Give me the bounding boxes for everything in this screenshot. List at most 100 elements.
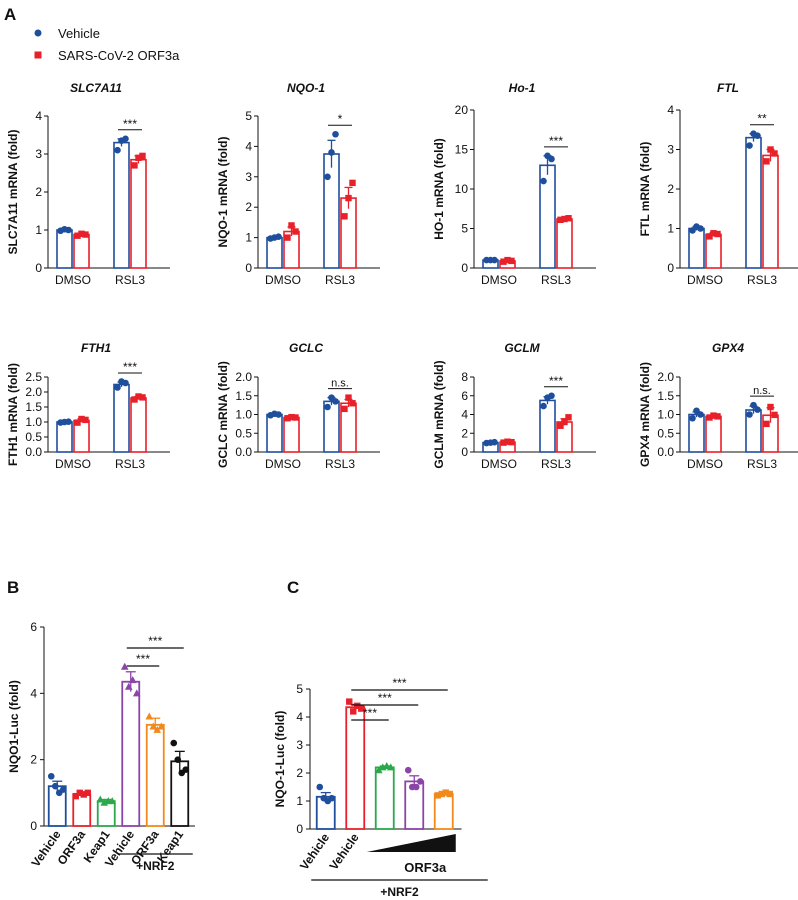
data-point [504,256,511,264]
y-tick-label: 2.5 [25,370,42,384]
data-point [374,766,383,774]
data-point [65,418,72,426]
x-tick-label: RSL3 [115,273,145,287]
data-point [153,725,162,733]
chart-title: FTL [717,81,739,95]
chart-gclc: GCLC 0.0 0.5 1.0 1.5 2.0 GCLC mRNA (fold) DMSO R… [216,341,380,471]
data-point [114,384,121,391]
data-point [442,789,449,796]
significance-label: *** [549,374,563,388]
x-tick-label: RSL3 [325,457,355,471]
data-point [139,394,146,401]
y-axis-label: NQO-1-Luc (fold) [273,711,287,808]
chart-title: GPX4 [712,341,744,355]
data-point [292,414,299,421]
y-tick-label: 1.5 [25,400,42,414]
y-tick-label: 2.0 [657,370,674,384]
y-tick-label: 10 [455,182,469,196]
x-tick-label: RSL3 [115,457,145,471]
significance-label: *** [378,691,392,705]
data-point [132,689,141,697]
y-tick-label: 4 [296,710,303,724]
data-point [328,149,335,156]
bar [56,229,73,269]
data-point [84,789,91,797]
y-tick-label: 0.0 [657,445,674,459]
y-tick-label: 2.0 [235,370,252,384]
data-point [275,411,282,418]
bar [266,413,283,453]
data-point [122,379,129,387]
y-tick-label: 3 [296,738,303,752]
data-point [557,422,564,429]
data-point [710,230,717,237]
panel-label-b: B [7,578,19,597]
significance-label: n.s. [331,378,349,390]
y-tick-label: 2.0 [25,385,42,399]
data-point [561,418,568,426]
data-point [412,783,420,791]
y-tick-label: 0 [461,261,468,275]
significance-label: ** [757,112,767,126]
data-point [500,258,507,265]
chart-title: Ho-1 [509,81,536,95]
data-point [59,786,67,793]
y-tick-label: 20 [455,103,469,117]
charts: SLC7A11 0 1 2 3 4 SLC7A11 mRNA (fold) DMSO RSL3 *… [6,81,798,899]
panel-label-a: A [4,5,16,24]
x-tick-label: RSL3 [747,457,777,471]
x-tick-label: DMSO [687,457,723,471]
data-point [135,393,142,400]
significance-label: *** [363,706,377,720]
data-point [76,789,83,797]
significance-label: *** [148,634,162,648]
data-point [754,132,761,139]
bar [374,766,395,830]
y-tick-label: 6 [461,389,468,403]
y-tick-label: 1.5 [235,389,252,403]
y-tick-label: 0 [296,822,303,836]
bar [73,233,90,269]
data-point [80,791,87,798]
x-tick-label: RSL3 [325,273,355,287]
data-point [561,215,568,223]
y-tick-label: 3 [667,143,674,157]
data-point [345,394,352,401]
y-tick-label: 5 [296,682,303,696]
chart-title: NQO-1 [287,81,325,95]
chart-nqo1: NQO-1 0 1 2 3 4 5 NQO-1 mRNA (fold) DMSO RSL3 * [216,81,380,287]
chart-title: SLC7A11 [70,81,122,95]
data-point [434,792,441,799]
chart-title: GCLM [504,341,540,355]
data-point [128,676,137,684]
panel-label-c: C [287,578,299,597]
chart-title: GCLC [289,341,323,355]
bar [762,154,779,269]
y-tick-label: 4 [245,139,252,153]
chart-slc7a11: SLC7A11 0 1 2 3 4 SLC7A11 mRNA (fold) DMSO RSL3 *… [6,81,170,287]
data-point [149,722,158,730]
y-tick-label: 1.0 [25,415,42,429]
data-point [332,130,339,138]
legend-vehicle-marker [34,29,42,37]
chart-title: FTH1 [81,341,111,355]
y-tick-label: 2 [296,766,303,780]
x-tick-label: DMSO [481,457,517,471]
bar [323,153,340,269]
y-tick-label: 0 [30,819,37,833]
bar [556,218,573,269]
bar [745,136,762,269]
y-tick-label: 2 [245,200,252,214]
y-tick-label: 1 [245,231,252,245]
data-point [82,416,89,424]
bar [113,383,130,453]
data-point [96,795,105,803]
x-tick-label: DMSO [265,457,301,471]
y-axis-label: GPX4 mRNA (fold) [638,362,652,467]
bar [705,415,722,453]
bar [266,236,283,269]
y-axis-label: FTH1 mRNA (fold) [6,363,20,466]
bar [283,416,300,453]
